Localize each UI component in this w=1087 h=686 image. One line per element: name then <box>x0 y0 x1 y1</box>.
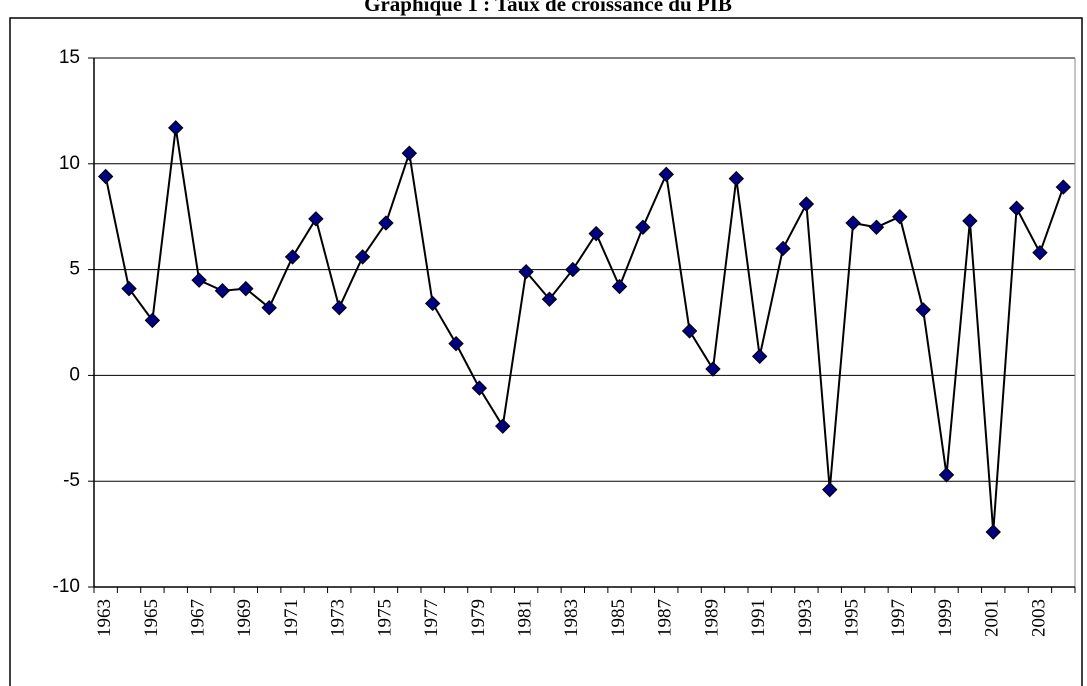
y-tick-label: 15 <box>59 47 80 68</box>
data-point <box>798 196 815 212</box>
data-point <box>635 219 651 235</box>
x-tick-label: 1969 <box>234 599 255 637</box>
data-point <box>378 215 394 231</box>
data-point <box>121 280 137 297</box>
x-tick-label: 1997 <box>888 599 909 637</box>
data-point <box>892 208 908 225</box>
x-tick-label: 1989 <box>701 599 722 637</box>
data-point <box>588 225 604 242</box>
data-point <box>611 278 628 295</box>
data-point <box>728 170 745 187</box>
data-point <box>1055 179 1072 195</box>
data-point <box>681 323 698 339</box>
data-point <box>705 361 721 377</box>
x-tick-label: 1983 <box>561 599 582 637</box>
x-tick-label: 1977 <box>421 599 442 637</box>
data-point <box>168 120 184 136</box>
data-point <box>284 249 301 265</box>
x-tick-label: 1985 <box>608 599 629 637</box>
x-tick-label: 2001 <box>982 599 1003 637</box>
data-point <box>214 283 231 299</box>
data-point <box>775 240 791 257</box>
x-tick-label: 1979 <box>468 599 489 637</box>
data-line <box>104 127 1065 533</box>
x-tick-label: 1971 <box>281 599 302 637</box>
data-point <box>518 264 534 280</box>
x-tick-label: 1987 <box>655 599 676 637</box>
x-tick-label: 1995 <box>841 599 862 637</box>
x-tick-label: 1973 <box>328 599 349 637</box>
data-point <box>448 335 464 352</box>
data-point <box>868 219 885 235</box>
data-point <box>1008 200 1025 216</box>
y-tick-label: 10 <box>59 153 80 174</box>
data-point <box>261 299 277 316</box>
data-point <box>985 524 1001 540</box>
data-point <box>495 418 511 434</box>
data-point <box>541 291 558 307</box>
chart-frame <box>9 17 1083 686</box>
x-tick-label: 1963 <box>94 599 115 637</box>
chart-title: Graphique 1 : Taux de croissance du PIB <box>364 0 732 16</box>
data-point <box>845 215 861 231</box>
data-point <box>308 211 324 227</box>
data-point <box>1032 244 1048 261</box>
y-tick-label: -5 <box>63 470 80 491</box>
data-point <box>97 168 114 185</box>
y-tick-label: -10 <box>53 576 80 597</box>
y-tick-label: 0 <box>69 364 80 385</box>
data-point <box>915 302 931 318</box>
data-point <box>658 166 674 183</box>
x-tick-label: 1981 <box>514 599 535 637</box>
data-point <box>401 145 418 161</box>
y-tick-label: 5 <box>69 259 80 280</box>
data-point <box>822 481 838 498</box>
data-point <box>354 249 371 265</box>
data-point <box>331 299 347 316</box>
data-point <box>238 280 254 297</box>
x-tick-label: 1991 <box>748 599 769 637</box>
x-tick-label: 1999 <box>935 599 956 637</box>
x-tick-label: 2003 <box>1028 599 1049 637</box>
data-point <box>144 312 161 329</box>
data-point <box>962 213 978 229</box>
data-point <box>751 348 768 365</box>
x-tick-label: 1967 <box>187 599 208 637</box>
data-point <box>471 380 488 396</box>
x-tick-label: 1965 <box>141 599 162 637</box>
data-point <box>938 467 955 483</box>
data-point <box>565 261 581 278</box>
data-point <box>424 295 441 312</box>
x-tick-label: 1975 <box>374 599 395 637</box>
x-tick-label: 1993 <box>795 599 816 637</box>
data-point <box>191 272 207 288</box>
